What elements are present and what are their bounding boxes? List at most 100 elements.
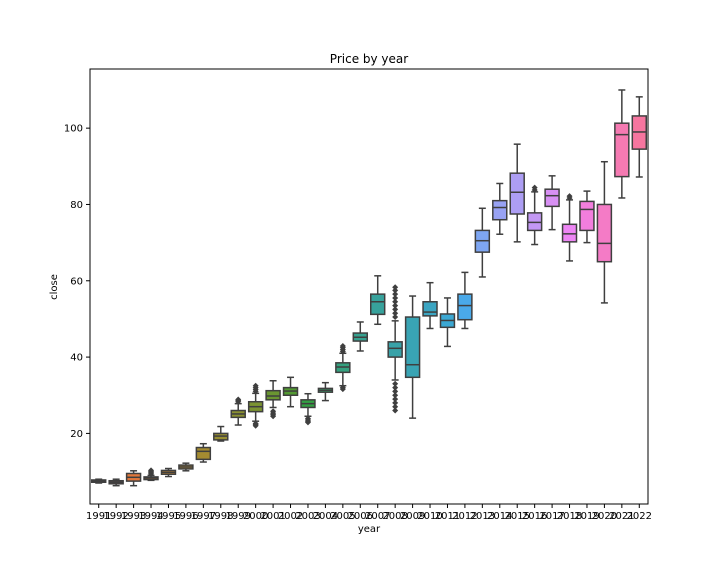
outlier-point: [392, 399, 399, 406]
x-tick-label: 2021: [609, 511, 634, 522]
box-body: [265, 389, 281, 401]
box-body: [596, 203, 613, 263]
box-body: [422, 301, 438, 317]
box-2002: [282, 376, 299, 408]
plot-area: [90, 89, 648, 487]
y-tick-label: 20: [70, 429, 83, 440]
y-tick-label: 80: [70, 200, 83, 211]
box-1995: [160, 467, 177, 478]
outlier-point: [339, 343, 346, 350]
x-tick-label: 2006: [348, 511, 373, 522]
outlier-point: [392, 392, 399, 399]
outlier-point: [304, 419, 311, 426]
outlier-point: [392, 310, 399, 317]
x-tick-label: 1999: [225, 511, 250, 522]
x-tick-label: 1992: [103, 511, 128, 522]
x-tick-label: 2018: [557, 511, 582, 522]
box-2009: [404, 295, 421, 419]
x-tick-label: 2010: [417, 511, 442, 522]
box-body: [579, 200, 595, 232]
outlier-point: [148, 467, 155, 474]
x-tick-label: 1991: [86, 511, 111, 522]
box-body: [509, 172, 525, 215]
x-tick-label: 2014: [487, 511, 512, 522]
x-tick-label: 1993: [121, 511, 146, 522]
box-body: [526, 212, 543, 232]
x-tick-label: 2015: [504, 511, 529, 522]
outlier-point: [392, 314, 399, 321]
x-tick-label: 2007: [365, 511, 390, 522]
box-body: [369, 293, 386, 316]
outlier-point: [392, 396, 399, 403]
box-2018: [561, 193, 578, 262]
x-tick-label: 2020: [592, 511, 617, 522]
box-2016: [526, 184, 543, 246]
box-2019: [579, 190, 595, 244]
box-2014: [492, 182, 508, 235]
outlier-point: [392, 306, 399, 313]
box-body: [195, 446, 212, 461]
x-tick-label: 1996: [173, 511, 198, 522]
x-tick-label: 2002: [278, 511, 303, 522]
box-2017: [544, 175, 560, 231]
outlier-point: [392, 291, 399, 298]
box-1996: [178, 462, 194, 472]
x-tick-label: 2012: [452, 511, 477, 522]
box-1993: [125, 470, 142, 487]
box-1998: [213, 425, 229, 442]
x-tick-label: 2022: [627, 511, 652, 522]
y-tick-label: 60: [70, 276, 83, 287]
y-axis: 20 40 60 80 100: [64, 124, 90, 440]
outlier-point: [235, 396, 242, 403]
x-axis-label: year: [358, 524, 381, 535]
outlier-point: [270, 413, 277, 420]
x-tick-label: 2005: [330, 511, 355, 522]
outlier-point: [392, 380, 399, 387]
box-2005: [335, 343, 351, 393]
y-axis-label: close: [49, 274, 60, 300]
x-tick-label: 2017: [539, 511, 564, 522]
x-tick-label: 2009: [400, 511, 425, 522]
box-2022: [631, 96, 648, 178]
outlier-point: [392, 284, 399, 291]
box-2003: [300, 392, 316, 426]
chart-title: Price by year: [330, 52, 408, 66]
outlier-point: [392, 298, 399, 305]
x-tick-label: 2000: [243, 511, 268, 522]
x-tick-label: 2001: [260, 511, 285, 522]
box-body: [457, 293, 473, 321]
plot-frame: [89, 68, 649, 505]
box-2013: [474, 207, 491, 278]
box-2011: [439, 297, 456, 348]
x-tick-label: 1997: [191, 511, 216, 522]
x-tick-label: 2016: [522, 511, 547, 522]
box-2006: [352, 321, 369, 352]
box-2008: [387, 284, 403, 414]
x-tick-label: 2011: [435, 511, 460, 522]
box-2020: [596, 160, 613, 304]
box-1994: [143, 467, 159, 482]
x-tick-label: 1995: [156, 511, 181, 522]
box-1992: [108, 478, 124, 487]
outlier-point: [392, 294, 399, 301]
box-body: [614, 122, 630, 178]
box-1991: [90, 478, 107, 484]
box-2007: [369, 275, 386, 326]
box-body: [561, 223, 578, 243]
outlier-point: [392, 302, 399, 309]
outlier-point: [392, 384, 399, 391]
outlier-point: [392, 287, 399, 294]
outlier-point: [531, 184, 538, 191]
outlier-point: [252, 382, 259, 389]
x-tick-label: 2019: [574, 511, 599, 522]
x-tick-label: 2004: [313, 511, 338, 522]
box-body: [492, 199, 508, 221]
box-2015: [509, 143, 525, 243]
box-1997: [195, 442, 212, 463]
box-2012: [457, 271, 473, 330]
outlier-point: [392, 403, 399, 410]
box-1999: [230, 396, 246, 426]
box-2001: [265, 380, 281, 420]
box-2021: [614, 89, 630, 199]
